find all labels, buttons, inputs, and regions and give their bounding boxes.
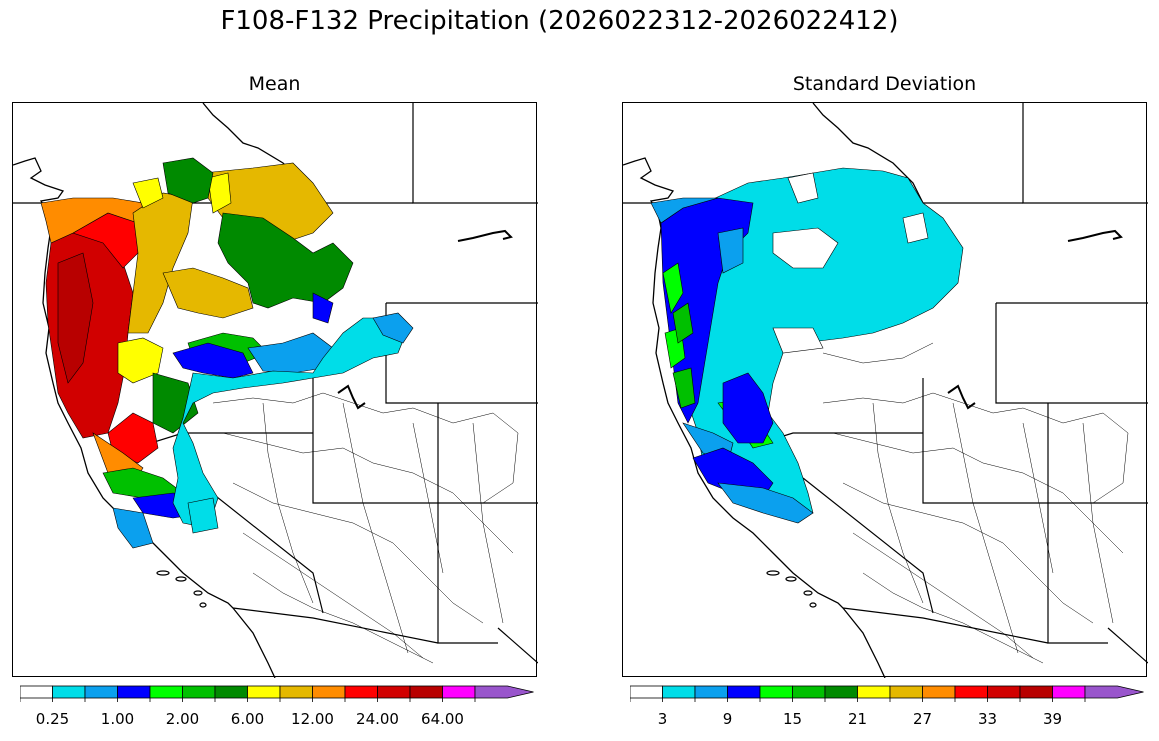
lake-icon bbox=[337, 229, 513, 410]
colorbar-swatch bbox=[474, 685, 534, 699]
figure-title: F108-F132 Precipitation (2026022312-2026… bbox=[220, 6, 899, 36]
colorbar-tick-label: 9 bbox=[722, 710, 733, 728]
colorbar-tick-label: 2.00 bbox=[165, 710, 200, 728]
islands bbox=[766, 570, 817, 608]
colorbar-tick-label: 24.00 bbox=[356, 710, 399, 728]
colorbar-swatch bbox=[182, 685, 216, 699]
colorbar-swatch bbox=[344, 685, 378, 699]
colorbar-tick-label: 21 bbox=[847, 710, 868, 728]
basin-outlines bbox=[822, 342, 1129, 664]
mean-colorbar-swatches bbox=[19, 685, 534, 702]
colorbar-swatch bbox=[409, 685, 443, 699]
colorbar-tick-label: 12.00 bbox=[291, 710, 334, 728]
sd-panel-title: Standard Deviation bbox=[792, 73, 977, 95]
colorbar-swatch bbox=[149, 685, 183, 699]
colorbar-swatch bbox=[922, 685, 956, 699]
colorbar-swatch bbox=[312, 685, 346, 699]
sd-colorbar-swatches bbox=[629, 685, 1144, 702]
colorbar-tick-label: 15 bbox=[782, 710, 803, 728]
mean-map-panel[interactable] bbox=[12, 102, 538, 678]
coastline bbox=[623, 103, 924, 678]
colorbar-swatch bbox=[889, 685, 923, 699]
colorbar-swatch bbox=[117, 685, 151, 699]
colorbar-tick-label: 33 bbox=[977, 710, 998, 728]
colorbar-tick-label: 6.00 bbox=[230, 710, 265, 728]
mean-colorbar: 0.25 1.00 2.00 6.00 12.00 24.00 64.00 bbox=[19, 684, 540, 728]
colorbar-swatch bbox=[662, 685, 696, 699]
mean-precip-fills bbox=[40, 157, 414, 549]
colorbar-swatch bbox=[377, 685, 411, 699]
colorbar-tick-label: 3 bbox=[657, 710, 668, 728]
sd-map bbox=[623, 103, 1148, 678]
colorbar-swatch bbox=[52, 685, 86, 699]
colorbar-tick-label: 27 bbox=[912, 710, 933, 728]
colorbar-swatch bbox=[792, 685, 826, 699]
sd-low-regions bbox=[772, 172, 929, 354]
colorbar-swatch bbox=[727, 685, 761, 699]
colorbar-tick-label: 1.00 bbox=[100, 710, 135, 728]
colorbar-swatch bbox=[759, 685, 793, 699]
colorbar-swatch bbox=[629, 685, 663, 699]
mean-map bbox=[13, 103, 538, 678]
colorbar-swatch bbox=[279, 685, 313, 699]
colorbar-swatch bbox=[857, 685, 891, 699]
lake-icon bbox=[947, 229, 1123, 410]
colorbar-swatch bbox=[247, 685, 281, 699]
colorbar-swatch bbox=[1052, 685, 1086, 699]
colorbar-swatch bbox=[84, 685, 118, 699]
colorbar-tick-label: 64.00 bbox=[421, 710, 464, 728]
colorbar-swatch bbox=[694, 685, 728, 699]
colorbar-swatch bbox=[987, 685, 1021, 699]
colorbar-tick-label: 39 bbox=[1042, 710, 1063, 728]
colorbar-swatch bbox=[824, 685, 858, 699]
colorbar-swatch bbox=[442, 685, 476, 699]
sd-map-panel[interactable] bbox=[622, 102, 1148, 678]
colorbar-swatch bbox=[214, 685, 248, 699]
colorbar-swatch bbox=[19, 685, 53, 699]
colorbar-swatch bbox=[1019, 685, 1053, 699]
colorbar-tick-label: 0.25 bbox=[35, 710, 70, 728]
mean-panel-title: Mean bbox=[248, 73, 301, 95]
colorbar-swatch bbox=[954, 685, 988, 699]
basin-outlines bbox=[212, 392, 519, 664]
sd-precip-fills bbox=[650, 167, 964, 524]
colorbar-swatch bbox=[1084, 685, 1144, 699]
sd-colorbar: 3 9 15 21 27 33 39 bbox=[629, 684, 1150, 728]
islands bbox=[156, 570, 207, 608]
